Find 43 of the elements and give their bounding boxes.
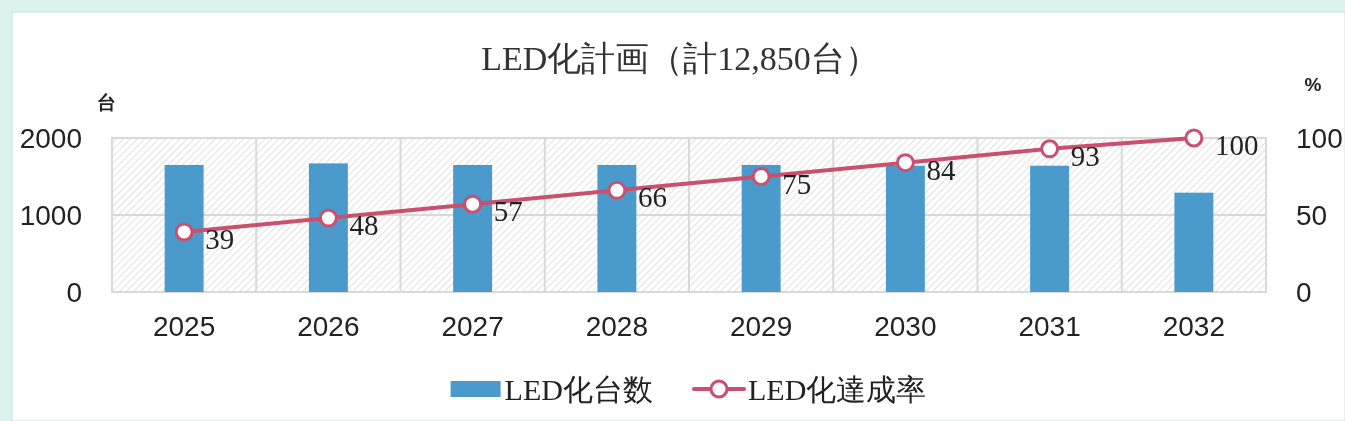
point	[751, 167, 771, 186]
y2-tick-label: 50	[1296, 199, 1328, 231]
y-axis-title: 台	[96, 91, 116, 113]
legend-label: LED化達成率	[748, 372, 927, 406]
data-label: 66	[637, 181, 667, 214]
data-label: 75	[782, 167, 812, 200]
y2-tick-label: 0	[1296, 276, 1312, 308]
bar	[1174, 192, 1214, 292]
bar	[1030, 165, 1070, 292]
y-tick-label: 0	[66, 276, 82, 308]
point	[463, 194, 483, 214]
bar	[308, 163, 348, 292]
bar	[885, 165, 925, 292]
bar	[453, 164, 493, 292]
y2-axis-title: %	[1304, 73, 1322, 95]
x-tick-label: 2029	[729, 310, 793, 342]
chart-title: LED化計画（計12,850台）	[481, 39, 879, 77]
x-tick-label: 2027	[441, 310, 504, 342]
x-tick-label: 2031	[1018, 310, 1081, 342]
point	[895, 153, 915, 173]
data-label: 57	[493, 195, 523, 228]
bar	[164, 164, 204, 292]
data-label: 93	[1070, 139, 1100, 172]
x-tick-label: 2028	[585, 310, 649, 342]
legend-label: LED化台数	[504, 372, 653, 406]
data-label: 48	[349, 209, 379, 242]
bar	[741, 164, 781, 292]
x-tick-label: 2025	[152, 310, 216, 342]
point	[607, 180, 627, 200]
x-tick-label: 2032	[1162, 310, 1226, 342]
x-tick-label: 2026	[297, 310, 360, 342]
y-tick-label: 2000	[19, 122, 82, 154]
point	[1040, 139, 1060, 159]
y2-tick-label: 100	[1296, 122, 1343, 154]
bar	[597, 164, 637, 292]
data-label: 39	[205, 222, 235, 255]
y-tick-label: 1000	[19, 199, 82, 231]
point	[1184, 128, 1204, 148]
point	[318, 208, 338, 228]
x-tick-label: 2030	[874, 310, 937, 342]
point	[174, 222, 194, 242]
data-label: 84	[926, 153, 956, 186]
data-label: 100	[1214, 129, 1259, 161]
